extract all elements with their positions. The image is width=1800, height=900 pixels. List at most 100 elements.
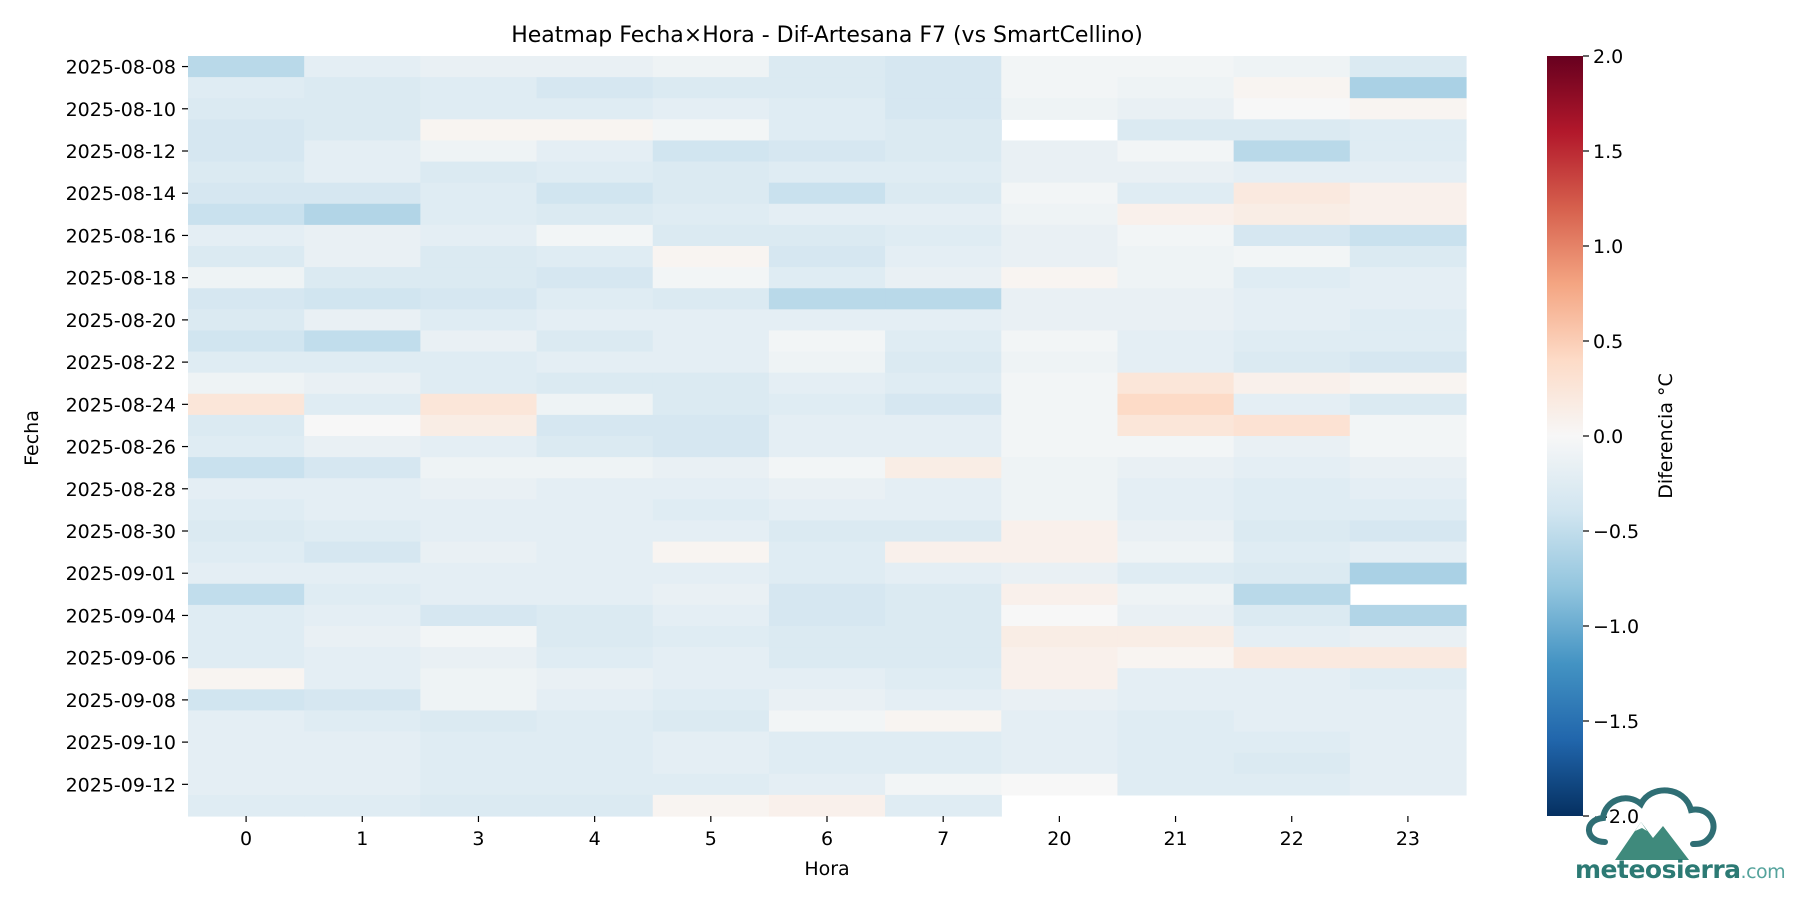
heatmap-cell: [652, 626, 770, 648]
heatmap-cell: [536, 626, 654, 648]
x-tick-label: 5: [705, 828, 717, 850]
heatmap-cell: [1349, 372, 1467, 395]
heatmap-cell: [304, 309, 421, 332]
heatmap-cell: [536, 246, 654, 268]
y-axis-label: Fecha: [21, 410, 43, 466]
heatmap-cell: [885, 98, 1002, 120]
heatmap-cell: [188, 77, 305, 99]
heatmap-cell: [1349, 351, 1467, 374]
heatmap-cell: [304, 752, 421, 775]
colorbar-tick-label: 0.0: [1593, 426, 1623, 448]
heatmap-cell: [1001, 351, 1119, 374]
heatmap-cell: [1233, 98, 1351, 120]
heatmap-cell: [885, 520, 1002, 543]
heatmap-cell: [768, 372, 886, 395]
heatmap-cell: [1233, 689, 1351, 712]
heatmap-cell: [1117, 351, 1235, 374]
heatmap-cell: [1233, 604, 1351, 627]
y-tick-label: 2025-09-06: [66, 648, 176, 670]
heatmap-cell: [420, 224, 538, 247]
heatmap-cell: [1117, 583, 1235, 606]
heatmap-cell: [885, 668, 1002, 690]
heatmap-cell: [188, 604, 305, 627]
heatmap-cell: [1001, 224, 1119, 247]
heatmap-cell: [188, 372, 305, 395]
heatmap-cell: [304, 414, 421, 437]
heatmap-cell: [1117, 372, 1235, 395]
heatmap-cell: [420, 520, 538, 543]
heatmap-cell: [652, 372, 770, 395]
x-tick-label: 3: [472, 828, 484, 850]
heatmap-cell: [1001, 309, 1119, 332]
heatmap-cell: [1233, 436, 1351, 458]
heatmap-cell: [1001, 626, 1119, 648]
heatmap-cell: [1117, 288, 1235, 310]
heatmap-cell: [652, 583, 770, 606]
heatmap-cell: [536, 119, 654, 142]
heatmap-cell: [304, 372, 421, 395]
heatmap-cell: [188, 246, 305, 268]
heatmap-cell: [304, 562, 421, 585]
heatmap-cell: [1349, 604, 1467, 627]
heatmap-cell: [536, 98, 654, 120]
heatmap-cell: [652, 246, 770, 268]
heatmap-cell: [885, 330, 1002, 353]
heatmap-cell: [536, 224, 654, 247]
heatmap-cell: [768, 182, 886, 205]
heatmap-cell: [420, 414, 538, 437]
heatmap-cell: [1349, 414, 1467, 437]
heatmap-cell: [536, 56, 654, 78]
heatmap-cell: [1001, 520, 1119, 543]
heatmap-cell: [304, 541, 421, 564]
heatmap-cell: [1349, 689, 1467, 712]
heatmap-cell: [885, 203, 1002, 226]
heatmap-cell: [652, 98, 770, 120]
heatmap-cell: [885, 752, 1002, 775]
heatmap-cell: [1349, 309, 1467, 332]
heatmap-cell: [188, 351, 305, 374]
heatmap-cell: [420, 668, 538, 690]
heatmap-cell: [304, 773, 421, 796]
heatmap-cell: [652, 689, 770, 712]
heatmap-cell: [536, 182, 654, 205]
y-tick-label: 2025-08-18: [66, 268, 176, 290]
heatmap-cell: [304, 77, 421, 99]
heatmap-cell: [768, 98, 886, 120]
heatmap-cell: [420, 56, 538, 78]
mountain-snow-icon: [1635, 822, 1647, 831]
heatmap-cell: [652, 436, 770, 458]
heatmap-cell: [1349, 288, 1467, 310]
heatmap-cell: [1117, 98, 1235, 120]
heatmap-cell: [768, 414, 886, 437]
x-tick-label: 23: [1396, 828, 1420, 850]
heatmap-cell: [420, 246, 538, 268]
heatmap-cell: [652, 393, 770, 416]
heatmap-cell: [1233, 520, 1351, 543]
heatmap-cell: [1349, 161, 1467, 184]
heatmap-cell: [885, 773, 1002, 796]
colorbar-tick-label: −1.0: [1593, 616, 1639, 638]
heatmap-cell: [188, 56, 305, 78]
heatmap-cell: [652, 288, 770, 310]
y-tick-label: 2025-08-10: [66, 99, 176, 121]
heatmap-cell: [536, 520, 654, 543]
heatmap-cell: [1233, 203, 1351, 226]
heatmap-cell: [652, 330, 770, 353]
heatmap-cell: [536, 309, 654, 332]
heatmap-cell: [768, 647, 886, 669]
heatmap-cell: [420, 309, 538, 332]
heatmap-cell: [1117, 478, 1235, 500]
heatmap-cell: [536, 161, 654, 184]
heatmap-cell: [885, 647, 1002, 669]
heatmap-cell: [420, 752, 538, 775]
heatmap-cell: [188, 393, 305, 416]
heatmap-cell: [188, 119, 305, 142]
heatmap-cell: [652, 414, 770, 437]
heatmap-cell: [188, 457, 305, 479]
heatmap-cell: [188, 731, 305, 754]
heatmap-cell: [1233, 224, 1351, 247]
heatmap-cell: [1349, 710, 1467, 733]
heatmap-cell: [536, 773, 654, 796]
heatmap-cell: [304, 393, 421, 416]
heatmap-cell: [188, 710, 305, 733]
